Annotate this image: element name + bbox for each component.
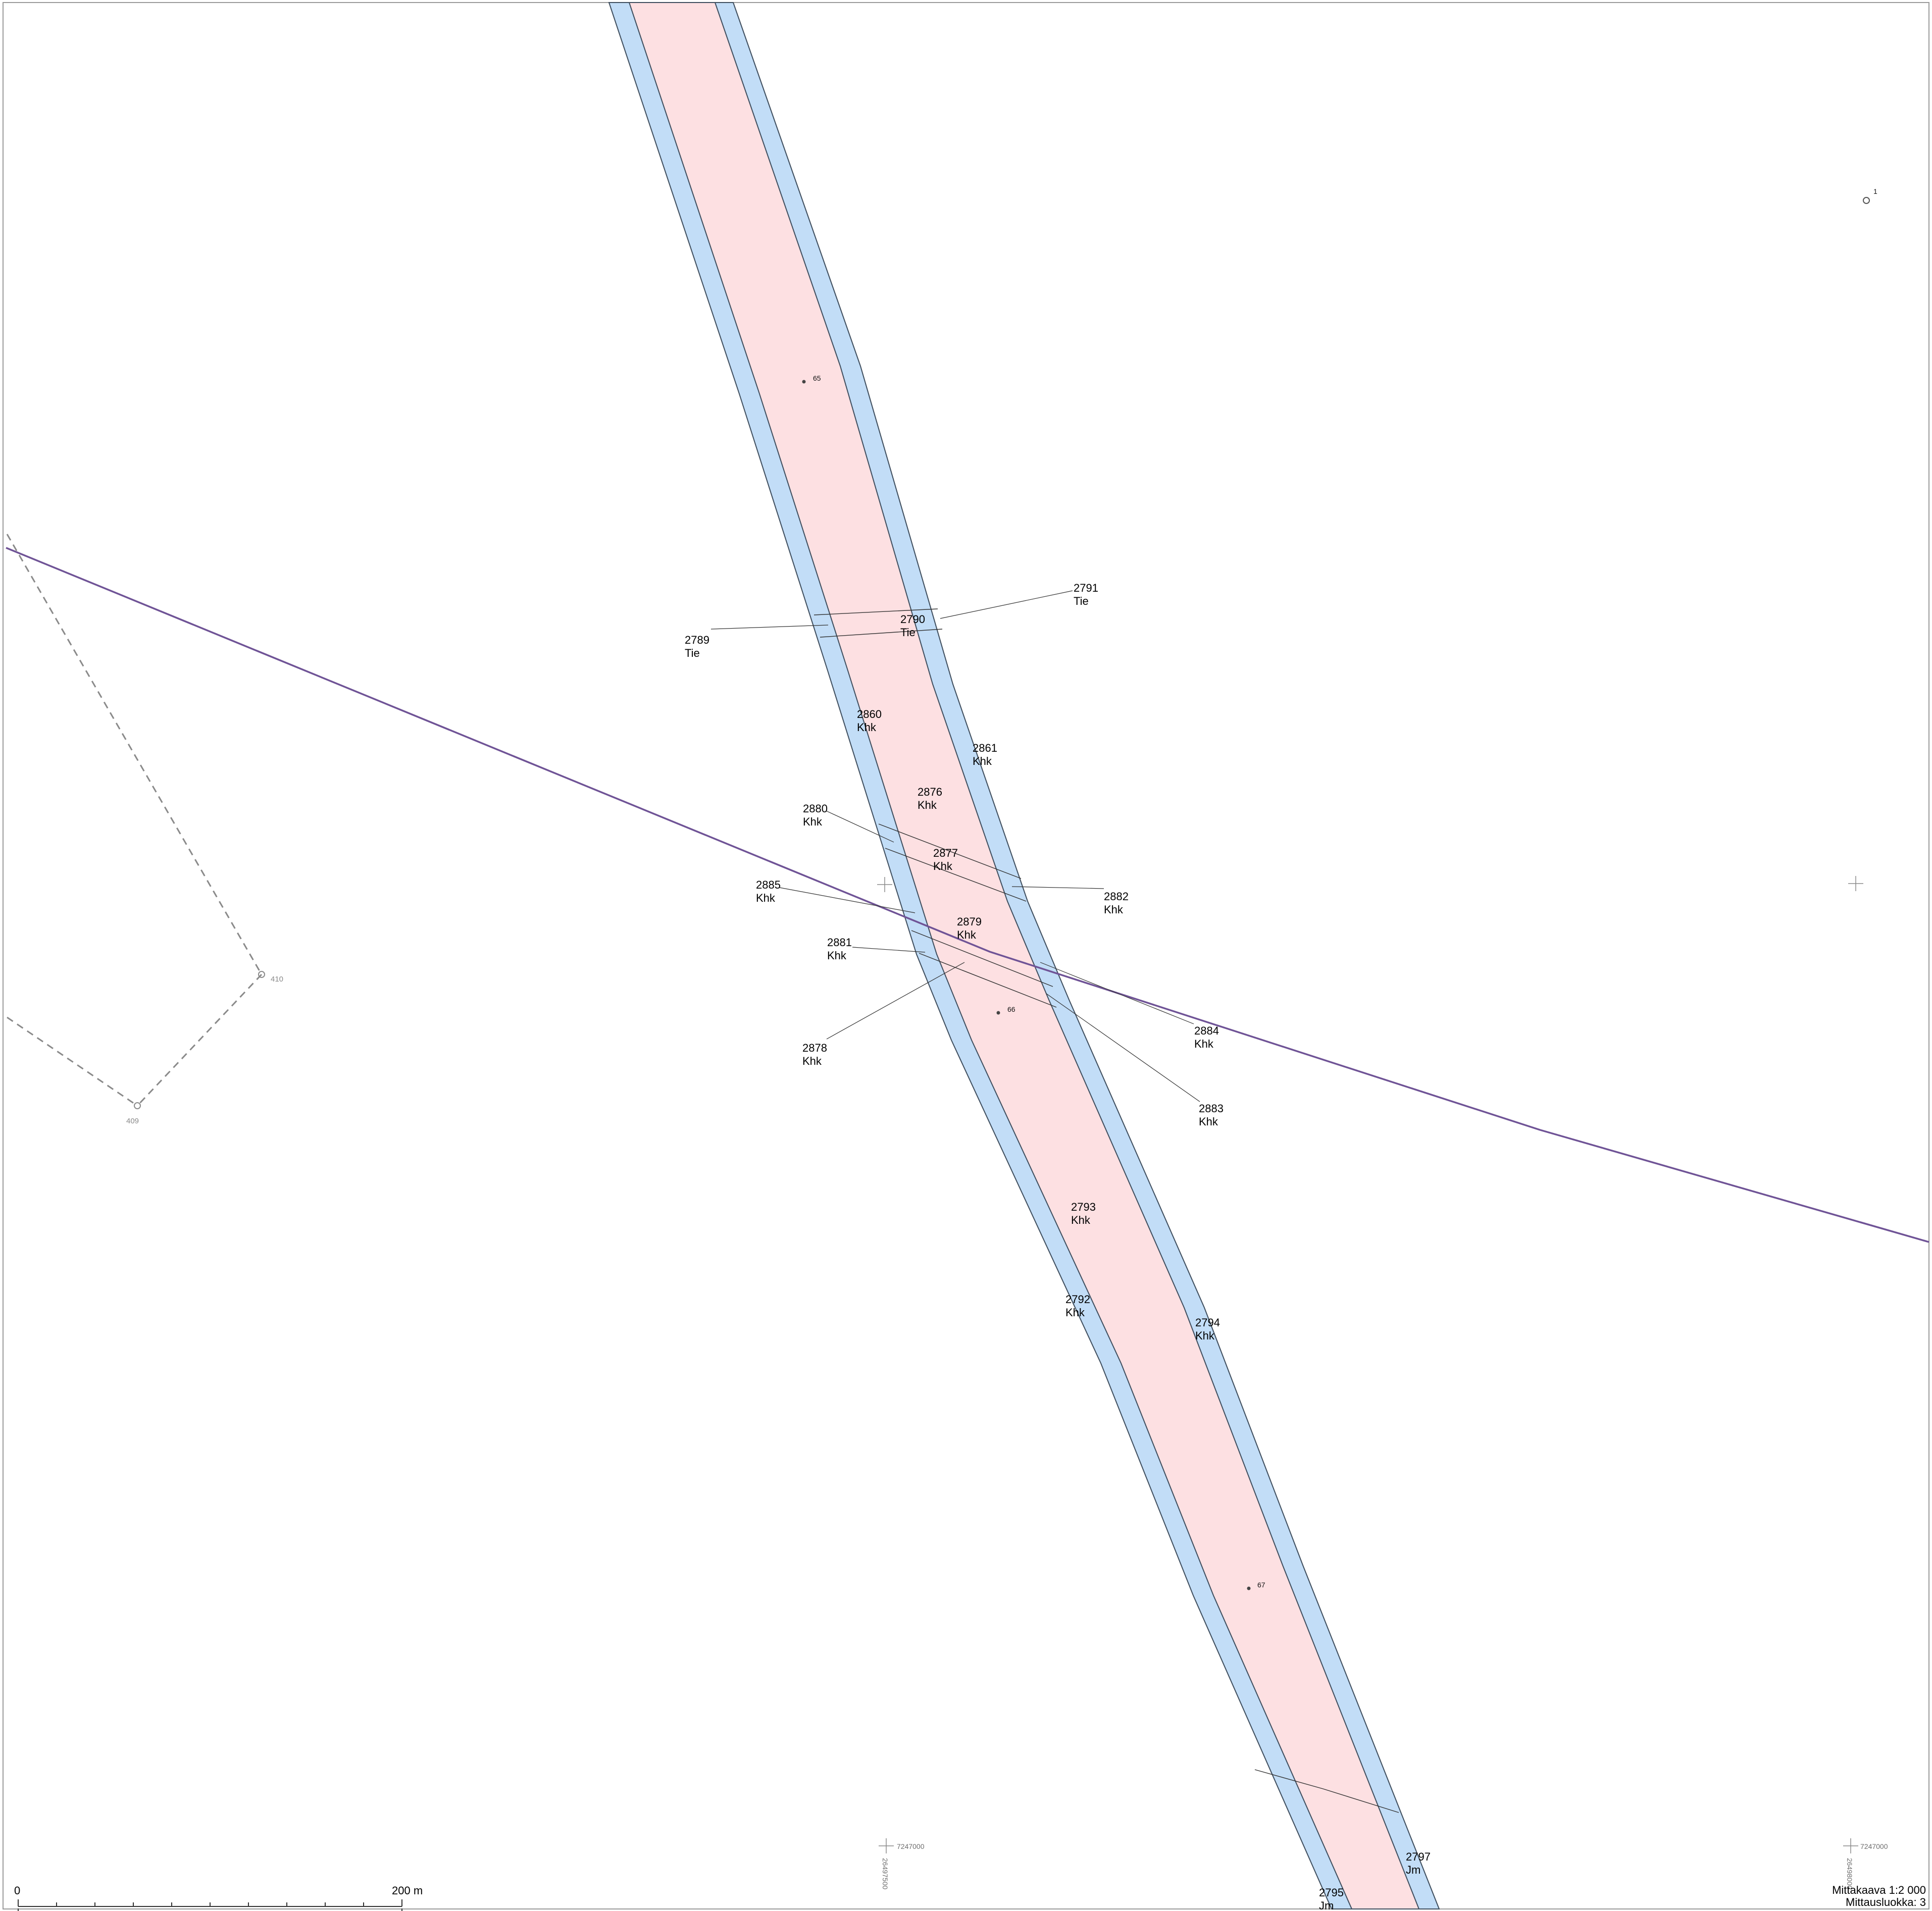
- svg-text:Khk: Khk: [803, 815, 823, 828]
- parcel-label-2882[interactable]: 2882 Khk: [1104, 890, 1129, 916]
- svg-text:Tie: Tie: [1074, 595, 1089, 607]
- svg-text:1: 1: [1873, 187, 1877, 195]
- parcel-label-2792[interactable]: 2792 Khk: [1065, 1293, 1090, 1319]
- survey-point-65: 65: [802, 374, 821, 384]
- svg-text:Khk: Khk: [1104, 903, 1124, 916]
- label-leader-lines: [710, 590, 1200, 1102]
- svg-text:2884: 2884: [1194, 1024, 1219, 1037]
- svg-text:Khk: Khk: [933, 860, 953, 872]
- svg-text:2795: 2795: [1319, 1886, 1344, 1899]
- svg-text:Khk: Khk: [918, 799, 937, 811]
- parcel-label-2793[interactable]: 2793 Khk: [1071, 1201, 1096, 1226]
- svg-text:2797: 2797: [1406, 1850, 1431, 1863]
- svg-text:2793: 2793: [1071, 1201, 1096, 1213]
- svg-text:Tie: Tie: [900, 626, 916, 639]
- svg-text:Khk: Khk: [756, 892, 776, 904]
- grid-coord-east-2: 26498000: [1846, 1858, 1854, 1890]
- svg-text:2794: 2794: [1195, 1316, 1220, 1329]
- parcel-label-2794[interactable]: 2794 Khk: [1195, 1316, 1220, 1342]
- svg-text:2876: 2876: [918, 786, 942, 798]
- parcel-label-2791[interactable]: 2791 Tie: [1074, 582, 1098, 607]
- parcel-label-2883[interactable]: 2883 Khk: [1199, 1102, 1224, 1128]
- boundary-marker-410: 410: [258, 971, 283, 984]
- svg-text:Jm: Jm: [1406, 1864, 1420, 1876]
- svg-text:2881: 2881: [827, 936, 852, 949]
- svg-text:Tie: Tie: [685, 647, 700, 659]
- grid-cross: [877, 876, 1863, 1853]
- grid-coord-east-1: 26497500: [881, 1858, 889, 1890]
- survey-point-66: 66: [996, 1005, 1015, 1015]
- parcel-label-2884[interactable]: 2884 Khk: [1194, 1024, 1219, 1050]
- parcel-label-2878[interactable]: 2878 Khk: [802, 1042, 827, 1067]
- svg-text:Khk: Khk: [1195, 1329, 1215, 1342]
- svg-text:2878: 2878: [802, 1042, 827, 1054]
- svg-text:66: 66: [1007, 1005, 1015, 1013]
- svg-text:67: 67: [1257, 1581, 1265, 1589]
- svg-text:Jm: Jm: [1319, 1899, 1334, 1911]
- boundary-marker-409: 409: [126, 1102, 141, 1125]
- svg-text:2792: 2792: [1065, 1293, 1090, 1306]
- svg-text:Khk: Khk: [973, 755, 992, 767]
- svg-text:2789: 2789: [685, 634, 709, 646]
- svg-text:2880: 2880: [803, 802, 828, 815]
- svg-text:2879: 2879: [957, 915, 982, 928]
- scale-bar-end-label: 200 m: [392, 1884, 423, 1897]
- parcel-label-2881[interactable]: 2881 Khk: [827, 936, 852, 962]
- parcel-label-2876[interactable]: 2876 Khk: [918, 786, 942, 811]
- survey-point-67: 67: [1247, 1581, 1265, 1590]
- svg-text:Khk: Khk: [1071, 1214, 1091, 1226]
- parcel-label-2797[interactable]: 2797 Jm: [1406, 1850, 1431, 1876]
- svg-text:Khk: Khk: [1065, 1306, 1085, 1319]
- svg-text:2860: 2860: [857, 708, 882, 720]
- svg-text:2885: 2885: [756, 879, 781, 891]
- parcel-label-2795[interactable]: 2795 Jm: [1319, 1886, 1344, 1911]
- svg-text:Khk: Khk: [957, 928, 977, 941]
- svg-text:2883: 2883: [1199, 1102, 1224, 1115]
- svg-text:2791: 2791: [1074, 582, 1098, 594]
- svg-text:410: 410: [271, 975, 283, 984]
- parcel-label-2880[interactable]: 2880 Khk: [803, 802, 828, 828]
- svg-text:2877: 2877: [933, 847, 958, 859]
- map-scale-text: Mittakaava 1:2 000: [1832, 1884, 1926, 1896]
- parcel-label-2885[interactable]: 2885 Khk: [756, 879, 781, 904]
- svg-text:Khk: Khk: [802, 1055, 822, 1067]
- svg-text:65: 65: [813, 374, 821, 382]
- parcel-label-2790[interactable]: 2790 Tie: [900, 613, 925, 639]
- svg-text:2882: 2882: [1104, 890, 1129, 903]
- grid-coord-north-1: 7247000: [897, 1842, 925, 1850]
- parcel-label-2789[interactable]: 2789 Tie: [685, 634, 709, 659]
- map-measure-class-text: Mittausluokka: 3: [1846, 1896, 1926, 1908]
- map-frame: [3, 2, 1929, 1909]
- svg-text:Khk: Khk: [1194, 1038, 1214, 1050]
- survey-point-1: 1: [1863, 187, 1877, 204]
- grid-coord-north-2: 7247000: [1860, 1842, 1888, 1850]
- scale-bar: [18, 1908, 402, 1911]
- dashed-boundary: [6, 534, 263, 1107]
- parcel-label-2860[interactable]: 2860 Khk: [857, 708, 882, 734]
- svg-text:2790: 2790: [900, 613, 925, 626]
- parcel-label-2877[interactable]: 2877 Khk: [933, 847, 958, 872]
- scale-bar-axis: [18, 1899, 402, 1907]
- svg-text:409: 409: [126, 1117, 139, 1125]
- road-inner-band: [628, 2, 1420, 1909]
- parcel-label-2861[interactable]: 2861 Khk: [973, 742, 997, 767]
- svg-text:Khk: Khk: [827, 949, 847, 962]
- svg-text:Khk: Khk: [857, 721, 877, 734]
- svg-text:Khk: Khk: [1199, 1115, 1218, 1128]
- scale-bar-start-label: 0: [14, 1884, 20, 1897]
- parcel-lines: [814, 608, 1399, 1813]
- svg-text:2861: 2861: [973, 742, 997, 754]
- municipal-boundary-line: [6, 547, 1929, 1243]
- parcel-label-2879[interactable]: 2879 Khk: [957, 915, 982, 941]
